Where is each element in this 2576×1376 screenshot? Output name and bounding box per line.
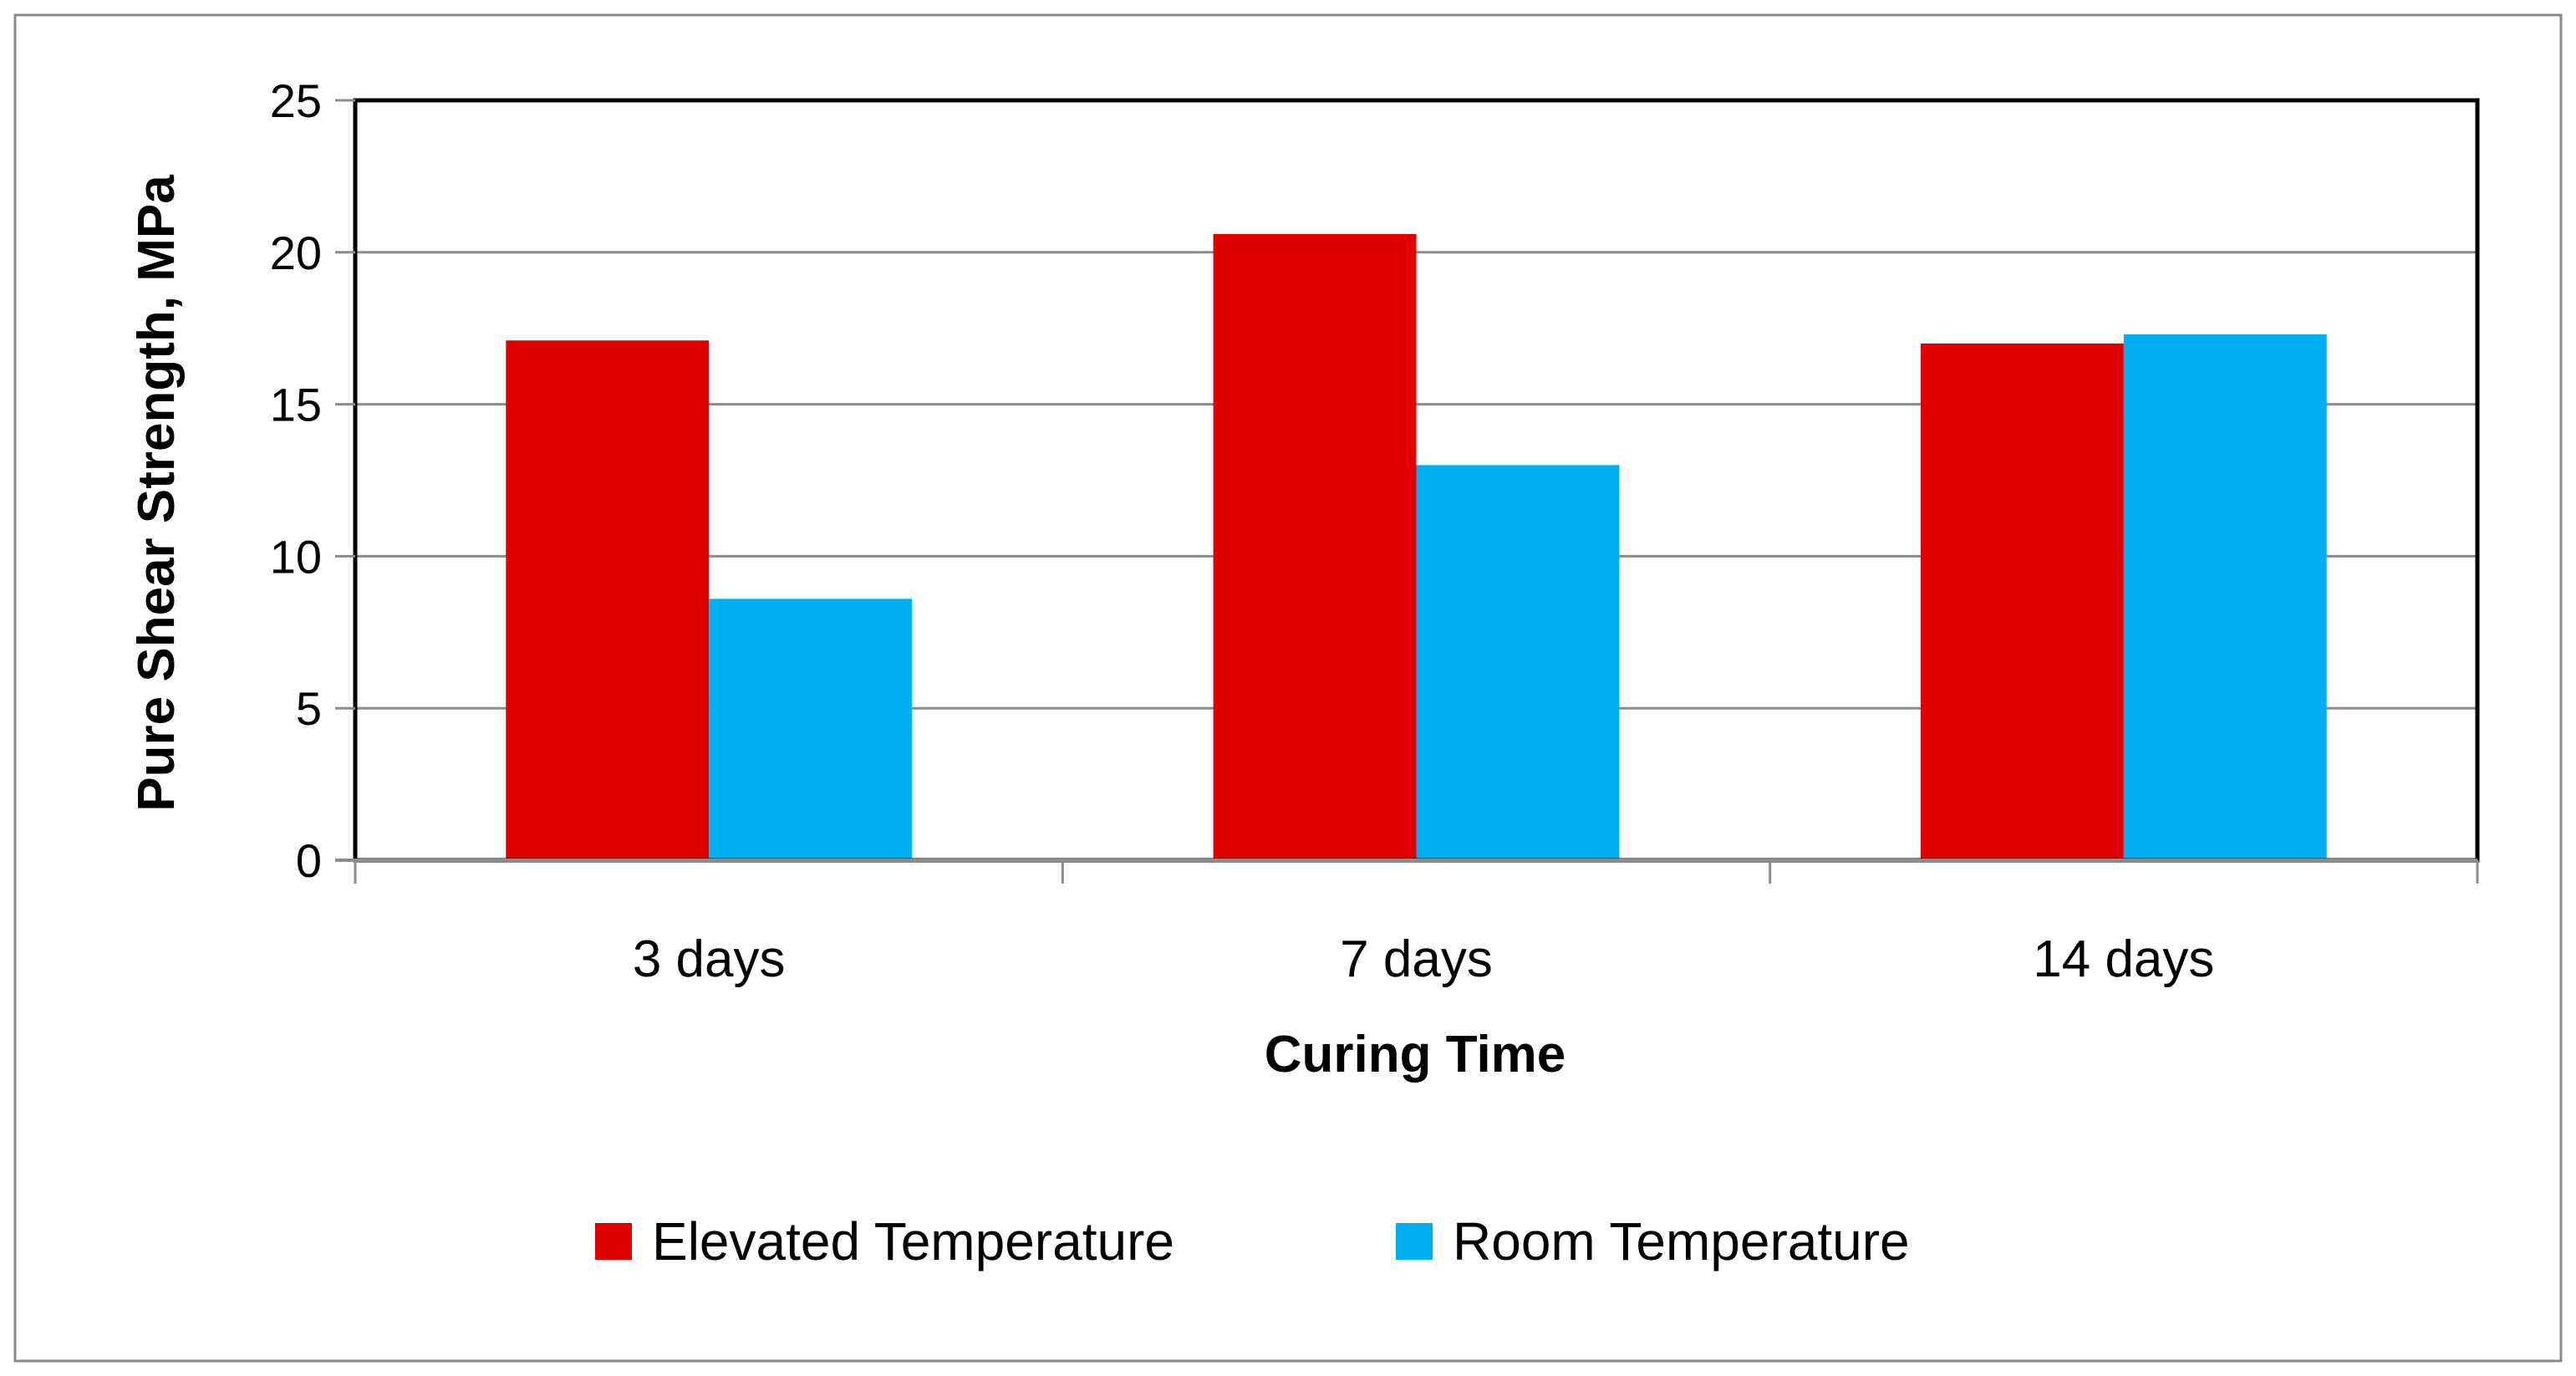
bar-room-temperature-7-days xyxy=(1416,465,1620,860)
legend-swatch-room-temperature xyxy=(1396,1223,1433,1260)
legend-label-room-temperature: Room Temperature xyxy=(1453,1211,1910,1272)
x-tick-label: 14 days xyxy=(2033,930,2214,988)
y-tick-label: 25 xyxy=(270,74,322,127)
bar-elevated-temperature-3-days xyxy=(506,340,710,860)
x-tick-label: 7 days xyxy=(1340,930,1493,988)
legend-label-elevated-temperature: Elevated Temperature xyxy=(652,1211,1174,1272)
bars xyxy=(506,233,2327,860)
y-tick-label: 20 xyxy=(270,227,322,279)
x-tick-label: 3 days xyxy=(633,930,786,988)
y-tick-label: 10 xyxy=(270,530,322,583)
legend-swatch-elevated-temperature xyxy=(595,1223,632,1260)
y-tick-label: 5 xyxy=(296,682,322,735)
bar-room-temperature-14-days xyxy=(2123,334,2327,860)
y-tick-label: 15 xyxy=(270,379,322,431)
y-tick-labels: 0 5 10 15 20 25 xyxy=(270,74,322,887)
bar-elevated-temperature-14-days xyxy=(1920,343,2124,860)
x-axis-title: Curing Time xyxy=(1265,1026,1566,1083)
legend: Elevated Temperature Room Temperature xyxy=(595,1211,1910,1272)
y-tick-label: 0 xyxy=(296,834,322,887)
bar-elevated-temperature-7-days xyxy=(1213,233,1417,860)
axes xyxy=(335,99,2479,884)
y-axis-title: Pure Shear Strength, MPa xyxy=(128,175,186,812)
x-tick-labels: 3 days 7 days 14 days xyxy=(633,930,2215,988)
bar-room-temperature-3-days xyxy=(709,599,913,860)
